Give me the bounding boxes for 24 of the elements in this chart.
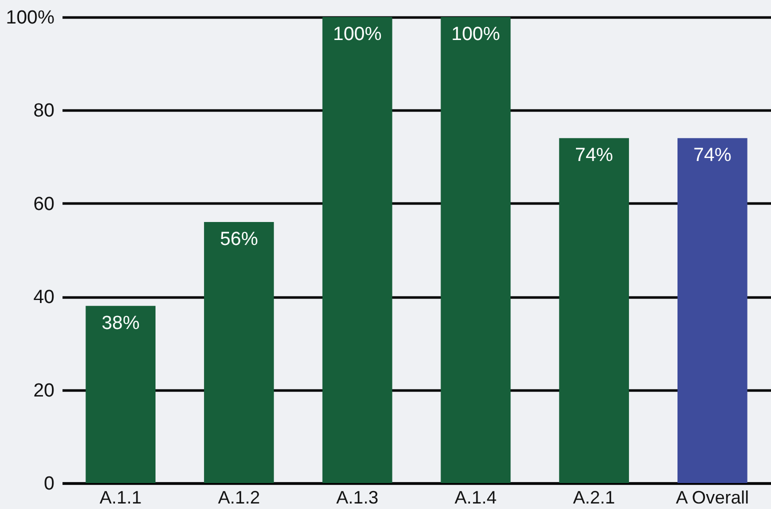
- y-tick-label: 60: [33, 194, 54, 215]
- y-tick-label: 80: [33, 100, 54, 122]
- bar: [322, 17, 392, 483]
- bar: [204, 222, 274, 483]
- data-label: 74%: [575, 145, 614, 166]
- x-tick-label: A.1.2: [218, 488, 260, 508]
- y-tick-label: 100%: [6, 8, 55, 28]
- data-label: 74%: [693, 145, 732, 166]
- bar: [559, 138, 629, 483]
- y-tick-label: 20: [33, 380, 54, 402]
- bar: [677, 138, 748, 483]
- bar: [440, 17, 511, 483]
- y-tick-label: 40: [33, 287, 54, 308]
- data-label: 56%: [220, 229, 258, 250]
- y-tick-label: 0: [44, 474, 54, 494]
- bar: [86, 306, 156, 483]
- data-label: 38%: [102, 312, 140, 334]
- x-tick-label: A.2.1: [573, 488, 616, 508]
- x-tick-label: A.1.3: [336, 488, 378, 508]
- x-tick-label: A Overall: [676, 488, 749, 508]
- x-tick-label: A.1.4: [454, 488, 497, 508]
- data-label: 100%: [451, 24, 500, 45]
- data-label: 100%: [333, 24, 382, 45]
- x-tick-label: A.1.1: [100, 488, 142, 508]
